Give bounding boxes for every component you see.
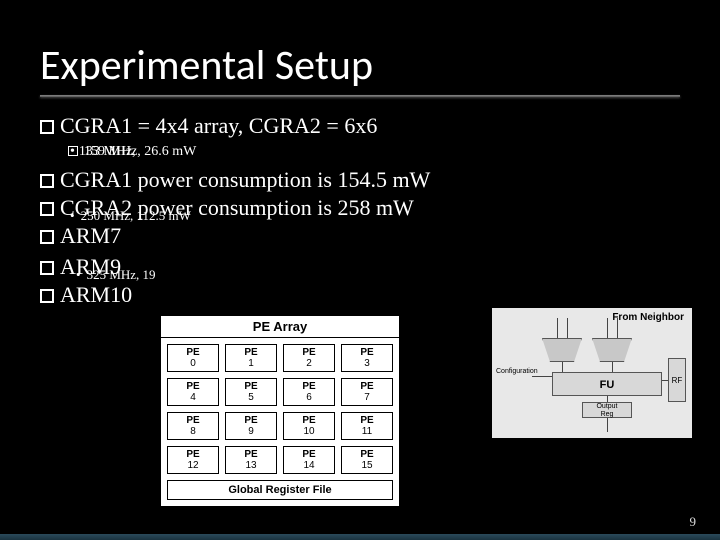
sub-250-text: •250 MHz, 112.5 mW (70, 207, 191, 225)
pe-array-title: PE Array (161, 316, 399, 338)
title-underline (40, 95, 680, 97)
bullet-square-icon (40, 230, 54, 244)
arrow-line (612, 362, 613, 372)
bullet-arm9: ARM9 •325 MHz, 19 (40, 252, 680, 280)
slide-title: Experimental Setup (40, 40, 680, 91)
sub-133-overlay: •133 MHz, (70, 143, 136, 162)
bullet-square-icon (40, 202, 54, 216)
sub-325-text: •325 MHz, 19 (76, 266, 156, 284)
arrow-line (662, 380, 668, 381)
bottom-accent-bar (0, 534, 720, 540)
cgra1-power-text: CGRA1 power consumption is 154.5 mW (60, 167, 430, 192)
pe-cell: PE7 (341, 378, 393, 406)
rf-box: RF (668, 358, 686, 402)
pe-cell: PE13 (225, 446, 277, 474)
pe-cell: PE10 (283, 412, 335, 440)
arrow-line (567, 318, 568, 338)
arrow-line (562, 362, 563, 372)
arm7-text: ARM7 (60, 223, 121, 248)
pe-cell: PE1 (225, 344, 277, 372)
neighbor-figure: From Neighbor FU RF Configuration Output… (492, 308, 692, 438)
bullet-arm7: ARM7 (40, 221, 680, 251)
pe-array-figure: PE Array PE0 PE1 PE2 PE3 PE4 PE5 PE6 PE7… (160, 315, 400, 507)
bullet-arm10: ARM10 (40, 280, 680, 310)
pe-cell: PE5 (225, 378, 277, 406)
mux-icon (592, 338, 632, 362)
fu-box: FU (552, 372, 662, 396)
pe-cell: PE6 (283, 378, 335, 406)
page-number: 9 (690, 514, 697, 530)
arrow-line (607, 318, 608, 338)
arrow-line (532, 376, 552, 377)
pe-cell: PE2 (283, 344, 335, 372)
pe-cell: PE12 (167, 446, 219, 474)
bullet-cgra-arrays-text: CGRA1 = 4x4 array, CGRA2 = 6x6 (60, 113, 377, 138)
config-label: Configuration (496, 368, 538, 375)
pe-cell: PE0 (167, 344, 219, 372)
bullet-square-icon (40, 261, 54, 275)
pe-footer: Global Register File (167, 480, 393, 500)
pe-cell: PE11 (341, 412, 393, 440)
arrow-line (617, 318, 618, 338)
mux-icon (542, 338, 582, 362)
pe-cell: PE8 (167, 412, 219, 440)
bullet-square-icon (40, 120, 54, 134)
pe-grid: PE0 PE1 PE2 PE3 PE4 PE5 PE6 PE7 PE8 PE9 … (161, 338, 399, 480)
bullet-square-icon (40, 289, 54, 303)
pe-cell: PE3 (341, 344, 393, 372)
pe-cell: PE4 (167, 378, 219, 406)
pe-cell: PE15 (341, 446, 393, 474)
sub-bullet-159: 159 MHz, 26.6 mW •133 MHz, (68, 143, 680, 165)
pe-cell: PE14 (283, 446, 335, 474)
bullet-cgra-arrays: CGRA1 = 4x4 array, CGRA2 = 6x6 (40, 111, 680, 141)
arrow-line (607, 418, 608, 432)
output-reg-box: OutputReg (582, 402, 632, 418)
bullet-square-icon (40, 174, 54, 188)
bullet-cgra2-power: CGRA2 power consumption is 258 mW •250 M… (40, 193, 680, 221)
arm10-text: ARM10 (60, 282, 132, 307)
pe-cell: PE9 (225, 412, 277, 440)
bullet-cgra1-power: CGRA1 power consumption is 154.5 mW (40, 165, 680, 193)
content-body: CGRA1 = 4x4 array, CGRA2 = 6x6 159 MHz, … (40, 111, 680, 310)
arrow-line (557, 318, 558, 338)
neighbor-title: From Neighbor (612, 312, 684, 323)
